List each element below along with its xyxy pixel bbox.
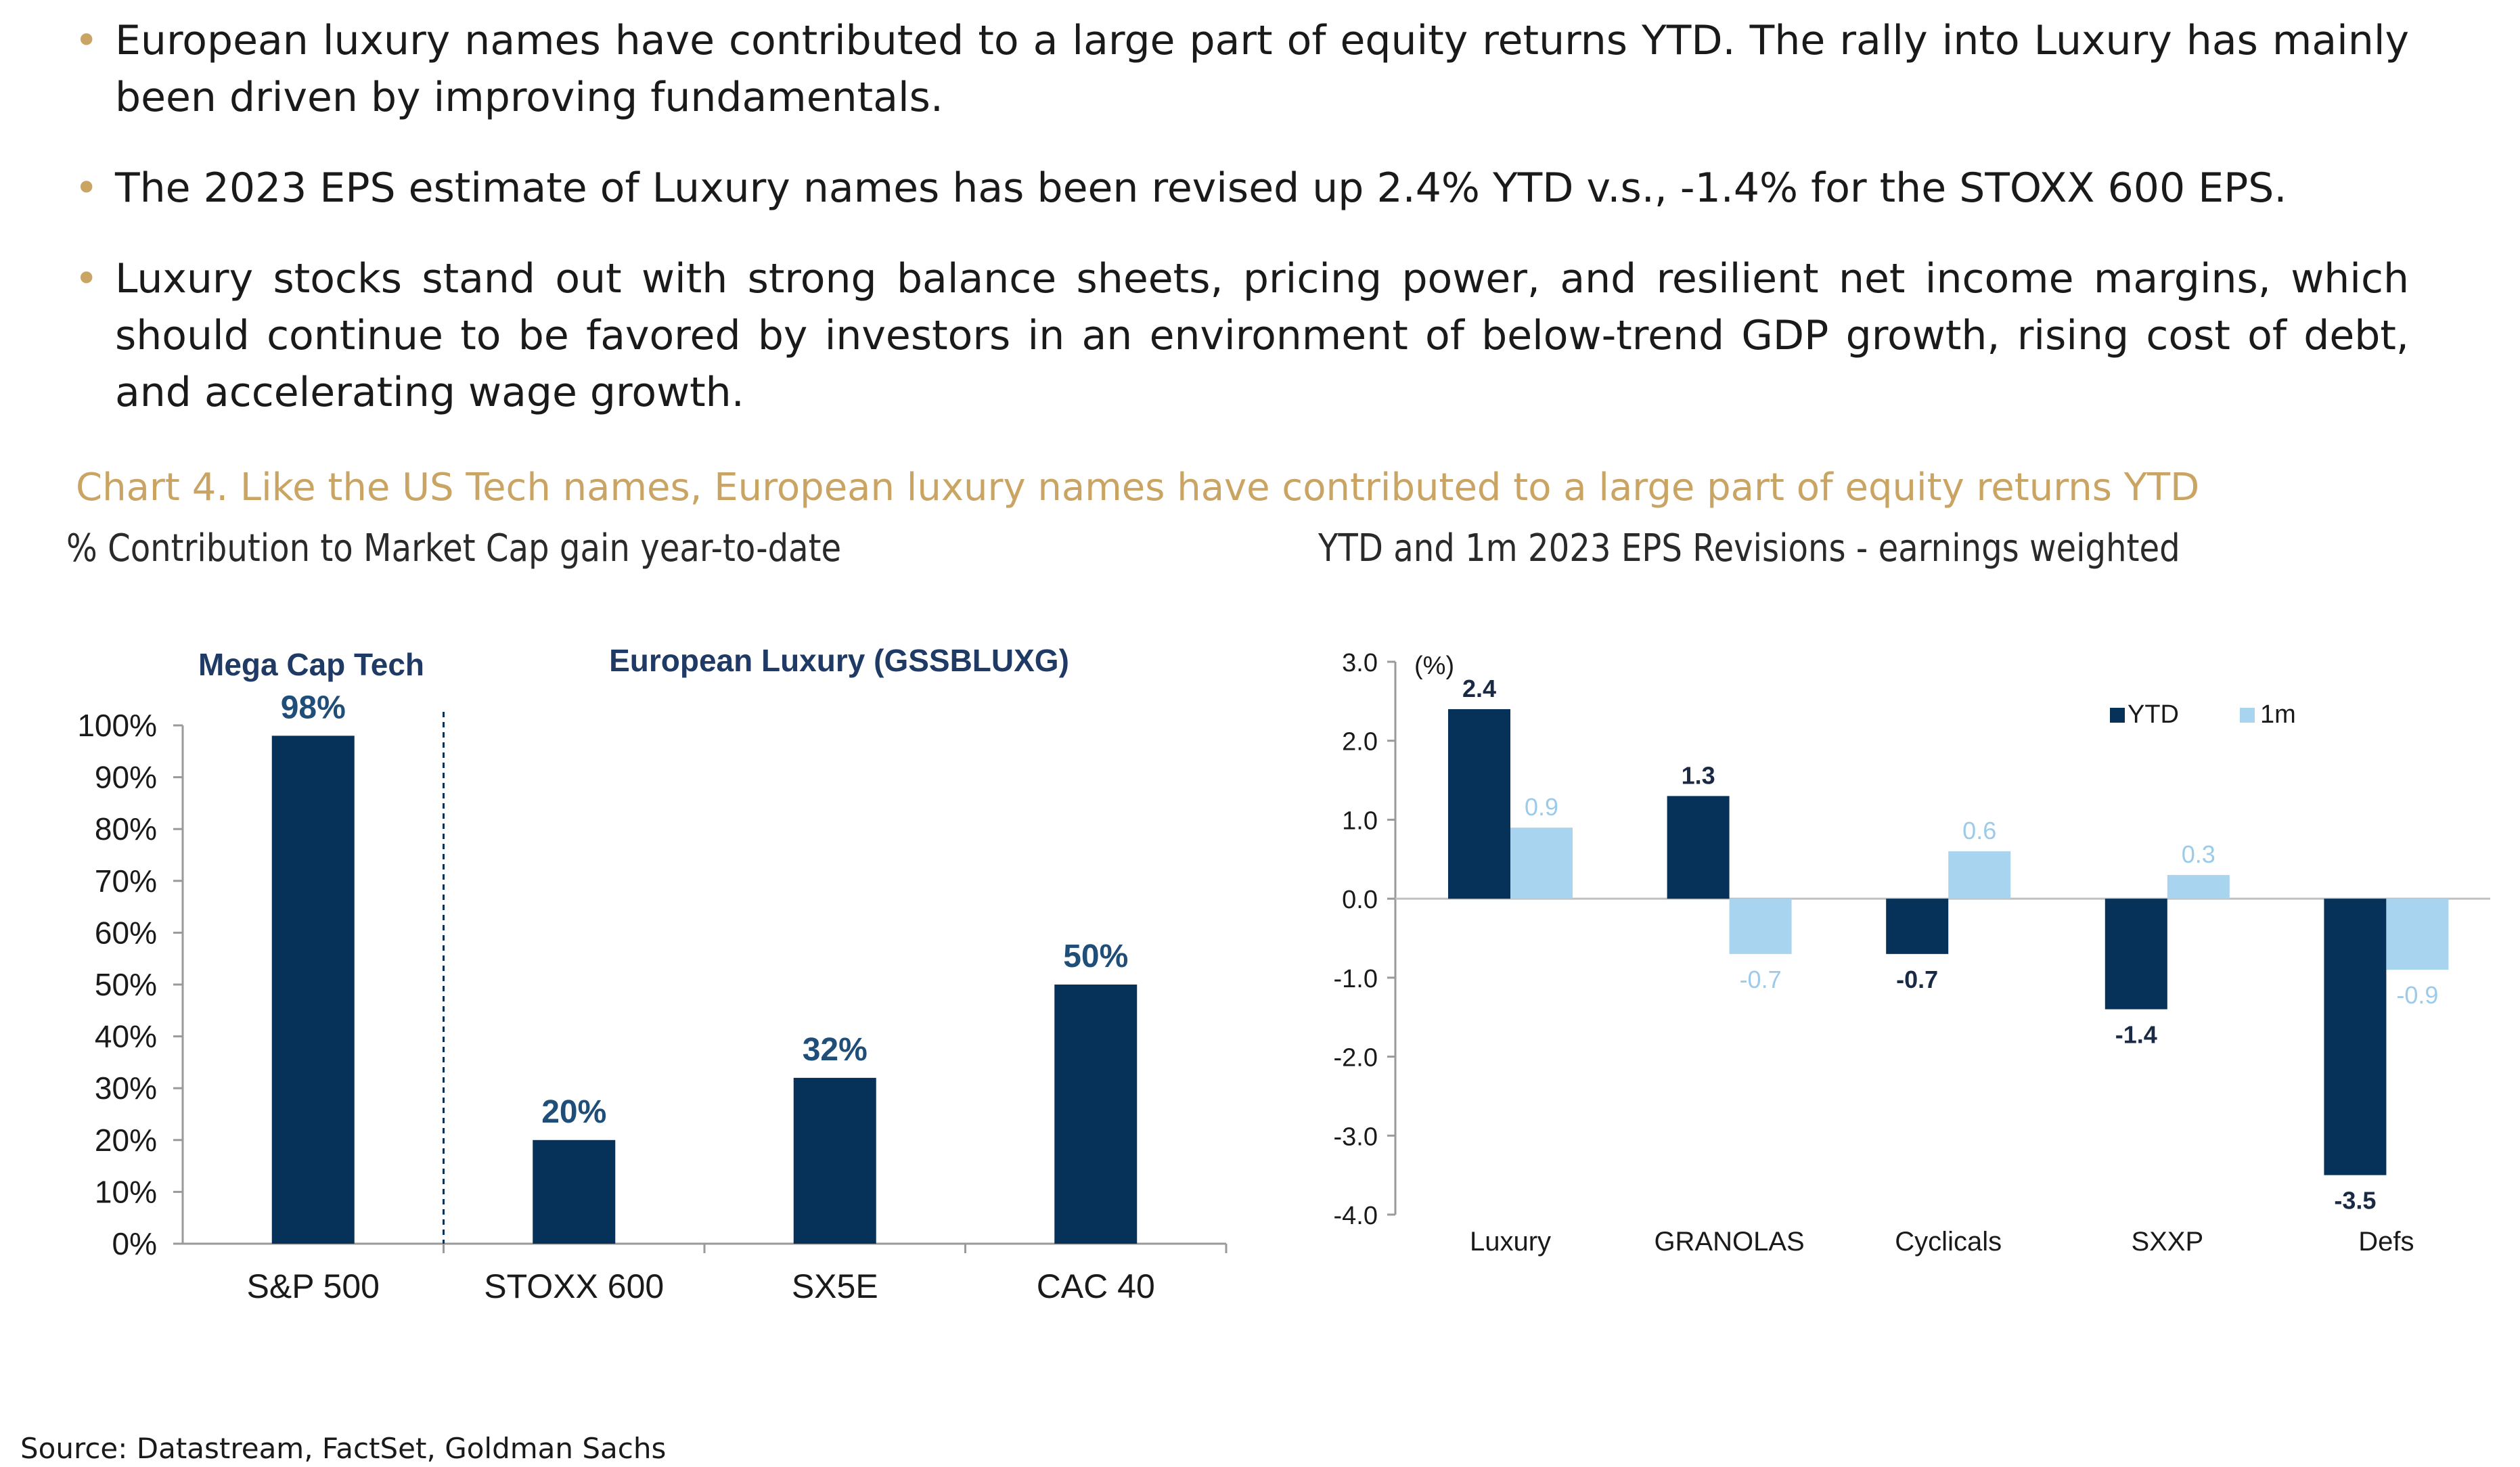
chart1-annotation-megacap: Mega Cap Tech <box>198 647 424 682</box>
chart1-y-tick-label: 20% <box>95 1123 157 1158</box>
chart1-bar <box>793 1077 876 1244</box>
bullet-list: • European luxury names have contributed … <box>74 12 2409 455</box>
chart2-bar-1m <box>2386 899 2449 970</box>
chart2-bar-1m <box>1948 851 2011 899</box>
chart1-y-tick-label: 10% <box>95 1174 157 1209</box>
chart2-bar-ytd <box>2105 899 2167 1010</box>
chart2-y-tick-label: 1.0 <box>1342 807 1378 835</box>
bullet-item: • Luxury stocks stand out with strong bal… <box>74 250 2409 421</box>
chart2-x-tick-label: Luxury <box>1470 1227 1551 1257</box>
bullet-marker: • <box>74 164 99 212</box>
chart2-data-label-1m: 0.6 <box>1962 817 1996 844</box>
chart1-y-tick-label: 100% <box>77 708 157 743</box>
chart2-legend-swatch-ytd <box>2110 708 2125 723</box>
chart2-bar-ytd <box>2324 899 2387 1175</box>
chart2-legend-label-1m: 1m <box>2260 700 2296 729</box>
chart2-data-label-1m: 0.9 <box>1525 793 1558 821</box>
chart2-x-tick-label: GRANOLAS <box>1654 1227 1804 1257</box>
chart2-bar-ytd <box>1886 899 1949 954</box>
chart1-x-tick-label: SX5E <box>792 1267 878 1305</box>
chart1-y-tick-label: 0% <box>112 1226 157 1261</box>
chart2-y-tick-label: -2.0 <box>1334 1044 1378 1073</box>
chart1-y-tick-label: 30% <box>95 1070 157 1106</box>
chart2-y-tick-label: 2.0 <box>1342 728 1378 757</box>
chart-caption: Chart 4. Like the US Tech names, Europea… <box>76 466 2200 510</box>
chart2-y-tick-label: -4.0 <box>1334 1202 1378 1230</box>
chart2-unit-label: (%) <box>1414 652 1454 680</box>
chart1-y-tick-label: 90% <box>95 760 157 795</box>
chart2-x-tick-label: SXXP <box>2131 1227 2203 1257</box>
chart1-annotation-luxury: European Luxury (GSSBLUXG) <box>609 643 1069 678</box>
chart2-x-tick-label: Defs <box>2358 1227 2414 1257</box>
chart2-data-label-1m: -0.9 <box>2396 981 2438 1009</box>
source-note: Source: Datastream, FactSet, Goldman Sac… <box>20 1432 667 1465</box>
chart2-data-label-ytd: -0.7 <box>1896 966 1938 993</box>
chart2-data-label-ytd: 2.4 <box>1462 675 1496 702</box>
chart1-data-label: 50% <box>1063 939 1128 974</box>
chart1-x-tick-label: CAC 40 <box>1037 1267 1155 1305</box>
chart2-bar-1m <box>1510 828 1573 899</box>
chart1-title: % Contribution to Market Cap gain year-t… <box>66 526 842 570</box>
chart2-data-label-ytd: -1.4 <box>2115 1021 2157 1049</box>
chart2-data-label-1m: -0.7 <box>1740 966 1782 993</box>
chart1-bar <box>1054 985 1138 1244</box>
bullet-item: • European luxury names have contributed … <box>74 12 2409 126</box>
bullet-marker: • <box>74 17 99 64</box>
chart1-data-label: 98% <box>281 690 346 725</box>
chart2-bar-1m <box>1729 899 1792 954</box>
chart1-x-tick-label: STOXX 600 <box>484 1267 664 1305</box>
chart1-bar <box>533 1139 616 1244</box>
chart1-x-tick-label: S&P 500 <box>247 1267 380 1305</box>
chart2-data-label-1m: 0.3 <box>2182 840 2215 868</box>
chart1-data-label: 32% <box>803 1032 868 1068</box>
chart2-x-tick-label: Cyclicals <box>1895 1227 2002 1257</box>
chart2-bar-ytd <box>1448 709 1510 899</box>
chart2-data-label-ytd: -3.5 <box>2334 1187 2376 1215</box>
chart2-bar-1m <box>2167 875 2230 899</box>
bullet-text: Luxury stocks stand out with strong bala… <box>115 255 2409 416</box>
chart2-y-tick-label: 0.0 <box>1342 886 1378 914</box>
chart1-data-label: 20% <box>541 1094 606 1130</box>
chart1-y-tick-label: 40% <box>95 1019 157 1054</box>
chart2-y-tick-label: -3.0 <box>1334 1123 1378 1151</box>
chart2-y-tick-label: 3.0 <box>1342 649 1378 677</box>
chart2-title: YTD and 1m 2023 EPS Revisions - earnings… <box>1318 526 2180 570</box>
chart2-bar-ytd <box>1667 796 1730 899</box>
bullet-text: European luxury names have contributed t… <box>115 17 2409 121</box>
chart2-y-tick-label: -1.0 <box>1334 965 1378 993</box>
chart1-y-tick-label: 60% <box>95 915 157 950</box>
chart2-legend-swatch-1m <box>2240 708 2255 723</box>
chart2-data-label-ytd: 1.3 <box>1682 761 1715 789</box>
bullet-item: • The 2023 EPS estimate of Luxury names h… <box>74 160 2409 217</box>
bullet-text: The 2023 EPS estimate of Luxury names ha… <box>115 164 2287 212</box>
chart1-bar <box>271 736 355 1244</box>
chart1-y-tick-label: 80% <box>95 811 157 847</box>
chart1-y-tick-label: 70% <box>95 863 157 899</box>
bullet-marker: • <box>74 255 99 302</box>
chart1-y-tick-label: 50% <box>95 967 157 1002</box>
chart2-legend-label-ytd: YTD <box>2128 700 2179 729</box>
